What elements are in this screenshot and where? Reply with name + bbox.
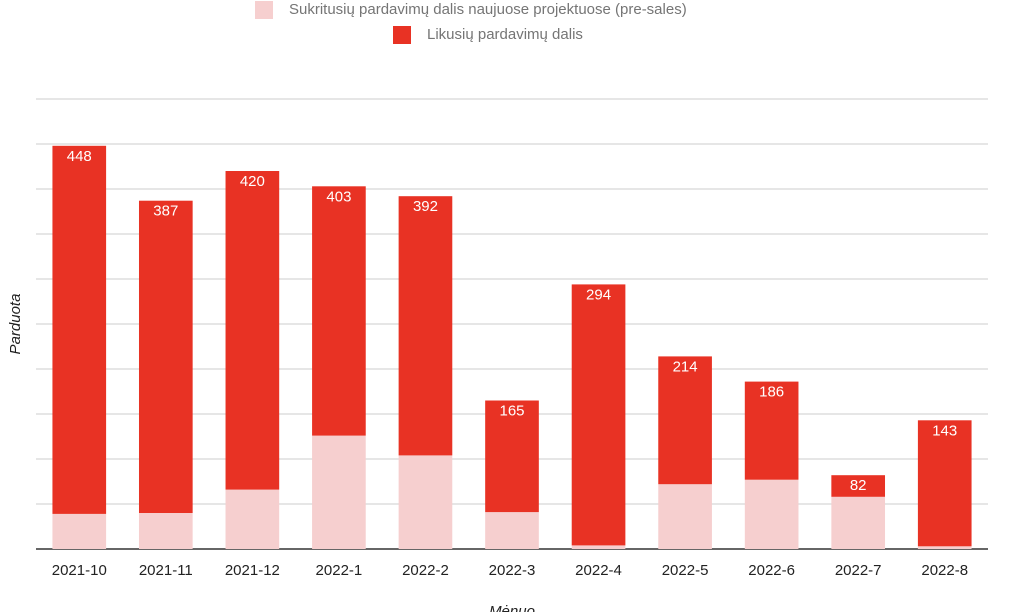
bar-segment [225,171,280,490]
x-tick-label: 2022-4 [575,562,622,579]
bar-total-label: 448 [67,148,92,165]
legend-swatch [393,26,411,44]
bar-segment [658,356,712,485]
x-tick-label: 2022-5 [662,562,709,579]
bar-total-label: 82 [850,477,867,494]
bar-total-label: 420 [240,173,265,190]
bar-total-label: 143 [932,422,957,439]
x-tick-label: 2021-11 [139,562,193,579]
x-tick-label: 2022-2 [402,562,449,579]
bar-segment [917,420,972,547]
bar-total-label: 186 [759,384,784,401]
bar-segment [744,381,799,480]
x-tick-label: 2022-6 [748,562,795,579]
x-tick-label: 2021-12 [225,562,280,579]
bar-segment [138,200,193,513]
bar-segment [398,455,453,549]
bar-segment [312,435,366,549]
bar-segment [52,145,107,514]
x-tick-label: 2022-1 [316,562,363,579]
bar-segment [312,186,366,436]
x-tick-label: 2021-10 [52,562,107,579]
bar-segment [138,513,193,549]
bar-segment [485,400,539,513]
bar-segment [398,196,453,456]
bar-segment [831,496,886,549]
bar-segment [917,546,972,549]
x-tick-label: 2022-7 [835,562,882,579]
legend-swatch [255,1,273,19]
bar-total-label: 392 [413,198,438,215]
bar-segment [571,284,626,546]
bar-segment [485,512,539,549]
bar-total-label: 294 [586,286,611,303]
bar-segment [571,545,626,549]
y-axis-title: Parduota [7,294,24,355]
x-axis-title: Mėnuo [489,603,535,612]
x-tick-label: 2022-3 [489,562,536,579]
x-tick-label: 2022-8 [921,562,968,579]
bar-total-label: 214 [673,358,698,375]
bar-segment [225,489,280,549]
bar-total-label: 403 [326,188,351,205]
bar-total-label: 387 [153,203,178,220]
bar-segment [831,475,886,497]
legend-label: Likusių pardavimų dalis [427,26,583,43]
legend-label: Sukritusių pardavimų dalis naujuose proj… [289,1,687,18]
bar-total-label: 165 [499,402,524,419]
bar-segment [52,513,107,549]
bar-segment [744,479,799,549]
bar-segment [658,484,712,549]
